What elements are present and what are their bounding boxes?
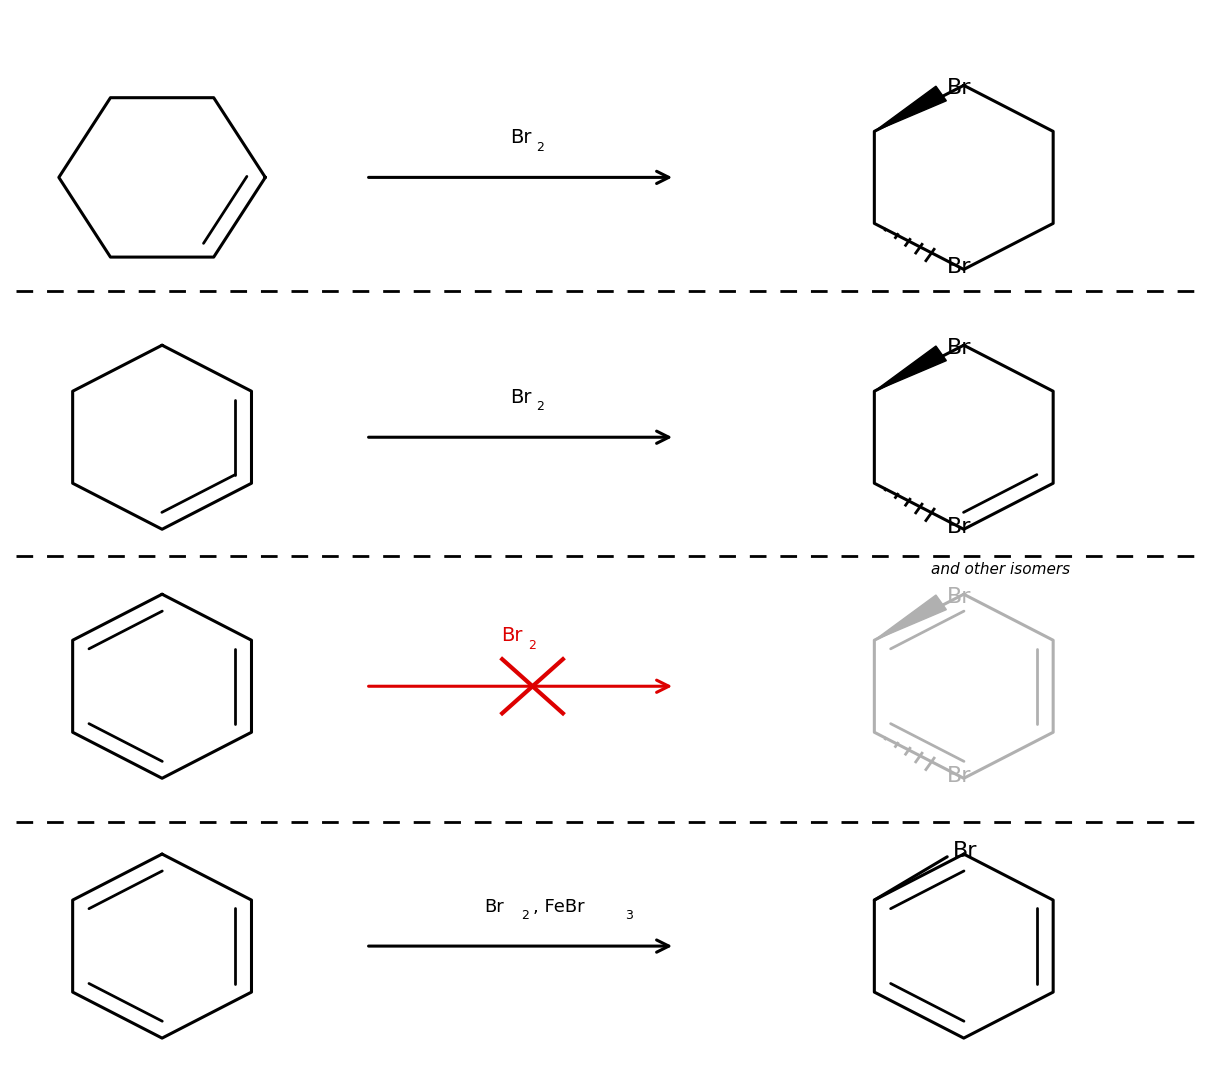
- Text: 2: 2: [536, 400, 544, 413]
- Text: , FeBr: , FeBr: [532, 898, 585, 915]
- Polygon shape: [874, 86, 947, 131]
- Polygon shape: [874, 595, 947, 640]
- Text: Br: Br: [948, 79, 972, 98]
- Text: Br: Br: [484, 898, 504, 915]
- Text: Br: Br: [948, 766, 972, 786]
- Text: Br: Br: [948, 338, 972, 358]
- Text: Br: Br: [948, 256, 972, 277]
- Text: Br: Br: [510, 128, 531, 147]
- Text: Br: Br: [953, 841, 978, 862]
- Polygon shape: [874, 346, 947, 392]
- Text: and other isomers: and other isomers: [931, 562, 1070, 577]
- Text: Br: Br: [948, 587, 972, 607]
- Text: 2: 2: [522, 909, 530, 922]
- Text: 2: 2: [536, 141, 544, 154]
- Text: 2: 2: [527, 638, 536, 651]
- Text: Br: Br: [948, 516, 972, 537]
- Text: Br: Br: [510, 388, 531, 407]
- Text: 3: 3: [625, 909, 632, 922]
- Text: Br: Br: [501, 626, 522, 645]
